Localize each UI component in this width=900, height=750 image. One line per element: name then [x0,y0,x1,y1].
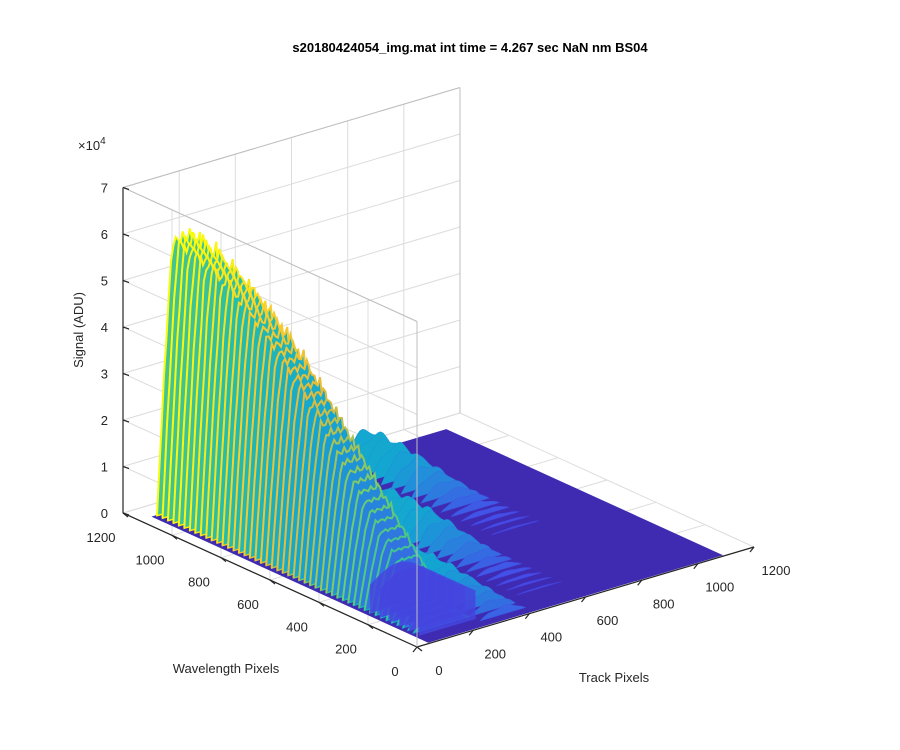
peak-3-slice [516,581,562,596]
x-tick [468,629,474,636]
peak-4-slice [460,506,509,522]
x-tick [749,546,755,553]
peak-4-slice [430,486,480,509]
peak-3-slice [506,576,552,591]
y-tick-label: 800 [188,575,210,590]
y-tick [269,579,276,585]
y-tick-label: 600 [237,597,259,612]
tick-labels: 0 1 2 3 4 5 6 7 0 200 400 600 800 1000 1200 0 200 400 600 8… [87,181,791,680]
x-tick [693,563,699,570]
peak-4-slice [440,493,490,513]
peak-4-slice [450,500,500,518]
y-tick-label: 200 [335,642,357,657]
y-tick-label: 1000 [136,552,165,567]
y-tick [318,601,325,607]
z-tick-label: 3 [101,367,108,382]
x-tick [637,579,643,586]
surface-main-peak [156,228,476,636]
y-tick [171,534,178,540]
x-tick-label: 1000 [705,580,734,595]
x-tick [581,596,586,603]
box-edge-top-right [122,87,461,188]
z-tick-label: 7 [101,181,108,196]
peak-2-slice [479,604,527,622]
z-tick-label: 4 [101,320,108,335]
peak-4-slice [490,520,539,536]
chart-title: s20180424054_img.mat int time = 4.267 se… [292,40,648,55]
grid-x-floor [459,412,755,548]
z-tick [122,372,130,377]
z-tick-label: 2 [101,413,108,428]
y-axis-label: Wavelength Pixels [173,661,280,676]
peak-3-slice [496,572,542,587]
z-tick [122,279,130,284]
z-tick-label: 5 [101,274,108,289]
y-tick-label: 0 [391,664,398,679]
y-tick [122,512,129,518]
z-exponent: ×104 [78,136,106,153]
z-exponent-power: 4 [100,136,106,147]
z-tick [122,326,130,330]
z-tick-label: 1 [101,460,108,475]
box-edge-top-left [122,187,418,322]
z-tick-label: 0 [101,506,108,521]
x-tick-label: 0 [435,663,442,678]
x-tick [412,646,418,653]
z-tick [122,465,130,470]
y-tick [220,557,227,563]
x-tick-label: 400 [540,630,562,645]
z-exponent-base: ×10 [78,138,100,153]
z-tick-label: 6 [101,227,108,242]
peak-3-slice [476,561,523,578]
y-tick-label: 400 [286,619,308,634]
z-tick [122,186,130,191]
axis-lines [122,87,755,653]
peak-4-slice [480,515,529,531]
x-tick-label: 600 [597,613,619,628]
peak-2-slice [469,598,516,617]
z-axis-label: Signal (ADU) [71,292,86,368]
peak-4-slice [470,511,519,527]
x-axis-label: Track Pixels [579,670,650,685]
peak-4-slice [420,480,470,504]
peak-3-slice [486,567,532,582]
peak-3-slice [455,548,503,569]
y-tick [367,624,374,630]
peak-3-slice [465,556,513,573]
y-tick-label: 1200 [87,530,116,545]
x-tick-label: 1200 [762,563,791,578]
z-tick [122,233,130,237]
main-peak-front [369,561,427,614]
y-tick [416,646,423,652]
z-tick [122,419,130,423]
x-tick [524,613,530,620]
x-tick-label: 800 [653,596,675,611]
x-tick-label: 200 [484,646,506,661]
